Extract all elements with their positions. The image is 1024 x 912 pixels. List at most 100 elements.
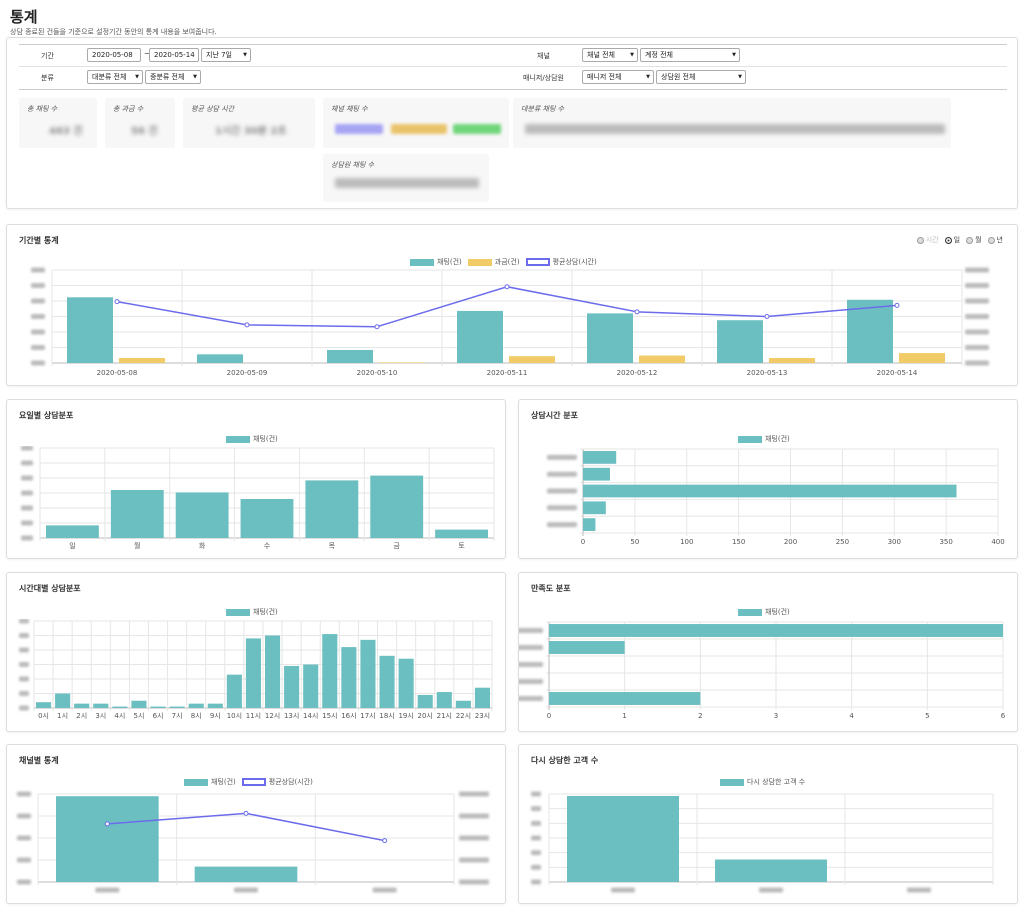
x-tick-label: 10시 (227, 712, 242, 720)
channel-chats-card: 채널 채팅 수 (323, 98, 509, 148)
x-tick-label: 2020-05-12 (617, 369, 658, 377)
x-tick-label: 14시 (303, 712, 318, 720)
date-separator: ~ (144, 50, 150, 58)
satisfaction-legend: 채팅(건) (738, 607, 790, 617)
hourly-bar (341, 647, 357, 708)
manager-select[interactable]: 매니저 전체 (582, 70, 654, 84)
avg-time-point (244, 322, 250, 328)
x-tick-label: 6 (1001, 712, 1006, 720)
radio-day-label: 일 (953, 236, 961, 244)
end-date-input[interactable]: 2020-05-14 (149, 48, 199, 62)
channel-chip (453, 124, 501, 134)
legend-swatch (410, 258, 434, 266)
x-tick-label: 월 (134, 541, 140, 550)
chat-bar (587, 313, 633, 363)
y-tick (19, 633, 29, 638)
x-tick-label: 5시 (134, 712, 145, 720)
y-tick (17, 791, 31, 797)
duration-bar (583, 501, 606, 515)
radio-month[interactable]: 월 (966, 235, 982, 245)
weekday-bar (240, 499, 294, 538)
divider (19, 66, 1007, 67)
revisit-bar (715, 859, 827, 882)
range-select[interactable]: 지난 7일 (201, 48, 251, 62)
avg-time-point (104, 821, 110, 827)
x-tick-label: 8시 (191, 712, 202, 720)
x-tick-label: 6시 (153, 712, 164, 720)
x-tick-label: 200 (784, 538, 797, 546)
y-tick (531, 850, 541, 856)
x-tick-label: 0 (581, 538, 585, 546)
y2-tick (459, 813, 489, 819)
y-tick (31, 267, 45, 273)
total-chats-value: 463 건 (49, 126, 83, 137)
x-tick-label: 목 (329, 542, 336, 550)
y-tick (21, 460, 33, 466)
x-tick-label: 23시 (475, 712, 490, 720)
hourly-bar (436, 692, 452, 708)
y2-tick (459, 879, 489, 885)
start-date-input[interactable]: 2020-05-08 (87, 48, 141, 62)
hourly-chart-panel: 시간대별 상담분포 채팅(건) 0시 1시 2시 3시 4시 5시 6시 7시 8시 9시 10시 1… (6, 572, 506, 732)
hourly-legend: 채팅(건) (226, 607, 278, 617)
category-chats-label: 대분류 채팅 수 (521, 105, 565, 113)
radio-year-label: 년 (996, 236, 1003, 244)
x-tick-label: 300 (888, 538, 901, 546)
x-tick-label: 100 (680, 538, 693, 546)
y-tick (31, 329, 45, 335)
hourly-bar (322, 634, 338, 708)
category-label: 분류 (41, 74, 54, 82)
x-tick-label: 2020-05-11 (487, 369, 528, 377)
avg-time-label: 평균 상담 시간 (191, 105, 235, 113)
category-chats-card: 대분류 채팅 수 (513, 98, 951, 148)
x-tick-label: 0시 (38, 712, 49, 720)
radio-month-label: 월 (975, 236, 982, 244)
y-tick (21, 505, 33, 511)
channel-select[interactable]: 채널 전체 (582, 48, 638, 62)
total-charges-value: 56 건 (131, 126, 158, 137)
radio-year-dot (987, 236, 995, 244)
x-tick-label: 5 (925, 712, 929, 720)
x-tick-label: 2020-05-08 (97, 369, 138, 377)
agent-chats-blurred (335, 178, 479, 188)
account-select[interactable]: 계정 전체 (640, 48, 740, 62)
radio-day[interactable]: 일 (944, 235, 961, 245)
hourly-bar (379, 655, 395, 708)
channel-legend: 채팅(건) 평균상담(시간) (184, 777, 313, 787)
legend-label: 채팅(건) (253, 435, 278, 443)
minor-category-select[interactable]: 중분류 전체 (145, 70, 201, 84)
channel-bar (56, 796, 159, 882)
x-tick (372, 887, 397, 893)
y2-tick (965, 345, 989, 350)
agent-select[interactable]: 상담원 전체 (656, 70, 746, 84)
period-chart-title: 기간별 통계 (19, 236, 59, 245)
hourly-bar (398, 658, 414, 708)
x-tick-label: 19시 (398, 712, 413, 720)
x-tick-label: 토 (458, 542, 465, 550)
charge-bar (899, 353, 945, 363)
y-tick (519, 696, 543, 701)
y-tick (31, 298, 45, 304)
legend-label: 평균상담(시간) (268, 778, 313, 786)
legend-label: 채팅(건) (765, 435, 790, 443)
major-category-select[interactable]: 대분류 전체 (87, 70, 143, 84)
chat-bar (847, 299, 893, 363)
duration-chart: 0 50 100 150 200 250 300 350 400 (547, 448, 1005, 546)
radio-hour[interactable]: 시간 (916, 235, 939, 245)
channel-chart (17, 791, 489, 893)
y2-tick (459, 857, 489, 863)
x-tick-label: 4시 (114, 712, 125, 720)
x-tick-label: 1시 (57, 712, 68, 720)
hourly-bar (169, 706, 185, 708)
period-chart-panel: 기간별 통계 시간 일 월 년 채팅(건) 과금(건) 평균상담(시간) 202… (6, 224, 1018, 386)
y-tick (19, 676, 29, 682)
y-tick (19, 662, 29, 667)
hourly-chart: 0시 1시 2시 3시 4시 5시 6시 7시 8시 9시 10시 11시 12시 13시 14시 15시 16… (19, 619, 493, 720)
radio-year[interactable]: 년 (987, 235, 1003, 245)
duration-bar (583, 518, 596, 531)
x-tick-label: 20시 (418, 712, 433, 720)
x-tick-label: 2020-05-13 (747, 369, 788, 377)
legend-label: 다시 상담한 고객 수 (747, 778, 806, 786)
x-tick-label: 50 (630, 538, 639, 546)
